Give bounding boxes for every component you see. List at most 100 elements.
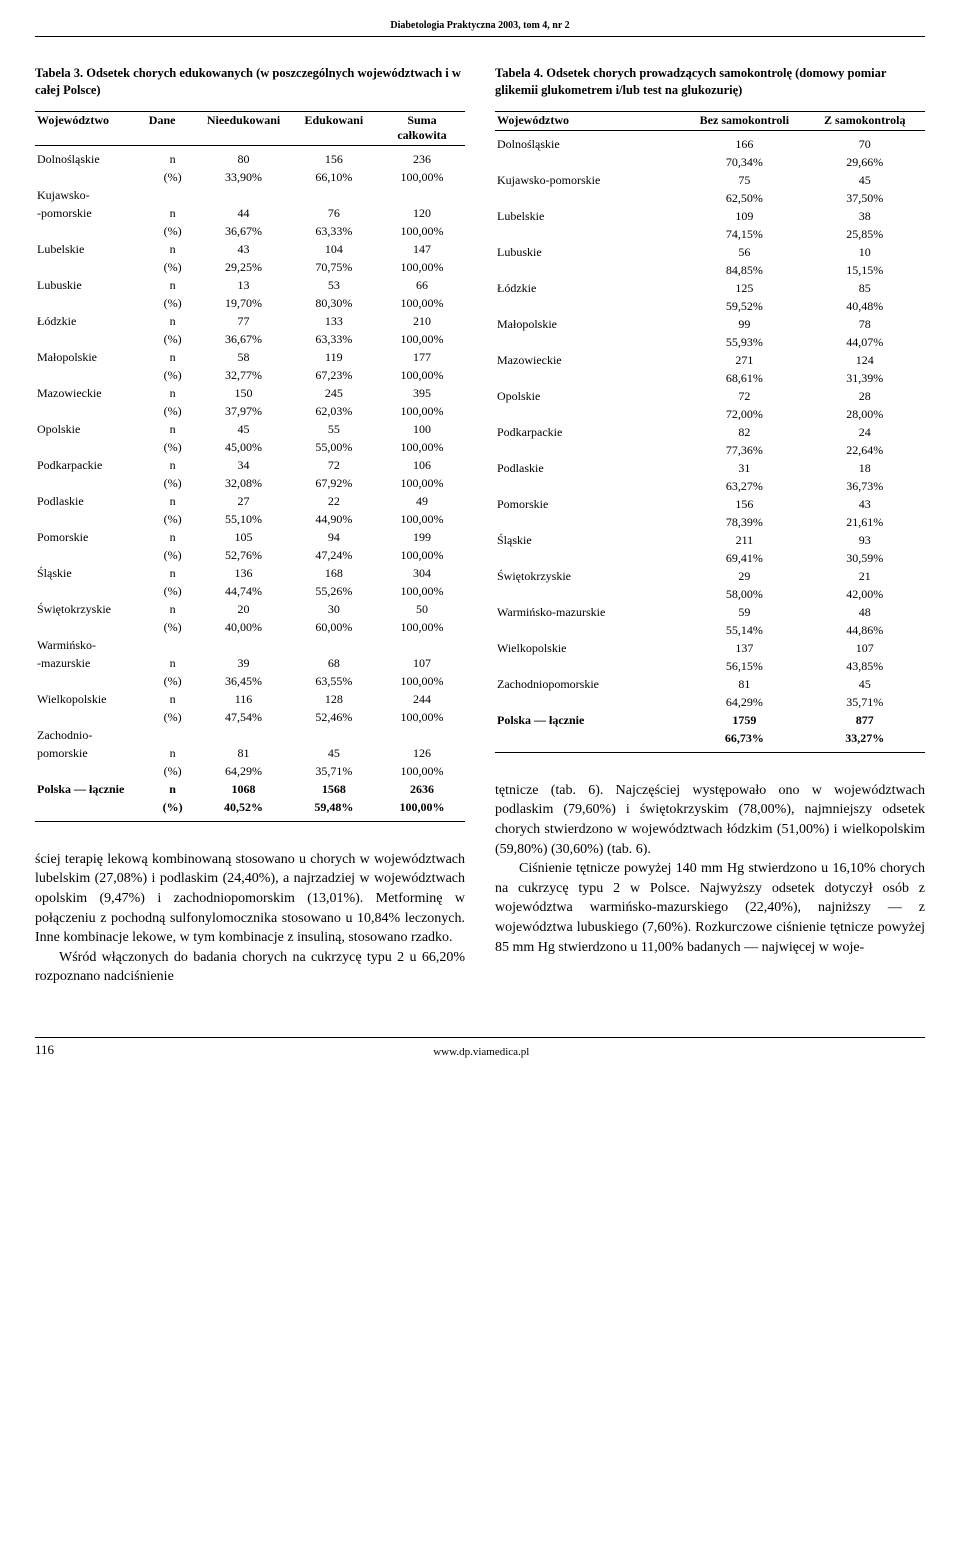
table-row: (%) 36,45% 63,55% 100,00% <box>35 672 465 690</box>
t4-a: 59 <box>684 603 804 621</box>
t3-p2: 100,00% <box>379 258 465 276</box>
table3-caption: Tabela 3. Odsetek chorych edukowanych (w… <box>35 65 465 99</box>
t3-n2: 107 <box>379 654 465 672</box>
t3-dane: (%) <box>147 258 199 276</box>
t3-label: Świętokrzyskie <box>35 600 147 618</box>
table-row: Podlaskie 31 18 <box>495 459 925 477</box>
t3-dane: n <box>147 384 199 402</box>
t3-n0: 20 <box>198 600 288 618</box>
t3-n2: 49 <box>379 492 465 510</box>
t3-n2: 120 <box>379 204 465 222</box>
table4-caption: Tabela 4. Odsetek chorych prowadzących s… <box>495 65 925 99</box>
table-row: Podkarpackie 82 24 <box>495 423 925 441</box>
table-row: 63,27% 36,73% <box>495 477 925 495</box>
t3-p1: 44,90% <box>289 510 379 528</box>
t4-pb: 31,39% <box>805 369 925 387</box>
t3-dane: (%) <box>147 294 199 312</box>
table-row: (%) 37,97% 62,03% 100,00% <box>35 402 465 420</box>
t4-pb: 29,66% <box>805 153 925 171</box>
table-row: -pomorskie n 44 76 120 <box>35 204 465 222</box>
t4-pb: 35,71% <box>805 693 925 711</box>
t3-dane: n <box>147 528 199 546</box>
t3-dane: (%) <box>147 798 199 821</box>
t3-h2: Dane <box>147 111 199 145</box>
t3-p2: 100,00% <box>379 798 465 821</box>
table-row: Lubelskie n 43 104 147 <box>35 240 465 258</box>
t3-p1: 63,33% <box>289 330 379 348</box>
table4: Województwo Bez samokontroli Z samokontr… <box>495 111 925 753</box>
t3-n0: 45 <box>198 420 288 438</box>
table-row: Podlaskie n 27 22 49 <box>35 492 465 510</box>
t3-n2: 66 <box>379 276 465 294</box>
right-body-text: tętnicze (tab. 6). Najczęściej występowa… <box>495 781 925 957</box>
t3-p2: 100,00% <box>379 222 465 240</box>
right-column: Tabela 4. Odsetek chorych prowadzących s… <box>495 65 925 987</box>
table-row-total: (%) 40,52% 59,48% 100,00% <box>35 798 465 821</box>
table-row: Kujawsko- <box>35 186 465 204</box>
t3-p1: 63,33% <box>289 222 379 240</box>
t4-b: 93 <box>805 531 925 549</box>
t3-p0: 40,00% <box>198 618 288 636</box>
left-p2: Wśród włączonych do badania chorych na c… <box>35 948 465 987</box>
t4-pa: 66,73% <box>684 729 804 752</box>
t3-p1: 62,03% <box>289 402 379 420</box>
t3-n0: 1068 <box>198 780 288 798</box>
t3-dane: (%) <box>147 330 199 348</box>
t4-pb: 30,59% <box>805 549 925 567</box>
t3-dane: (%) <box>147 618 199 636</box>
table-row: (%) 32,77% 67,23% 100,00% <box>35 366 465 384</box>
t3-n0: 34 <box>198 456 288 474</box>
table-row: (%) 29,25% 70,75% 100,00% <box>35 258 465 276</box>
t3-p2: 100,00% <box>379 510 465 528</box>
t4-pa: 77,36% <box>684 441 804 459</box>
t3-n2: 100 <box>379 420 465 438</box>
t4-a: 82 <box>684 423 804 441</box>
t4-label: Łódzkie <box>495 279 684 297</box>
table-row: (%) 44,74% 55,26% 100,00% <box>35 582 465 600</box>
t4-pa: 55,14% <box>684 621 804 639</box>
t3-n1: 94 <box>289 528 379 546</box>
t4-a: 72 <box>684 387 804 405</box>
t4-a: 99 <box>684 315 804 333</box>
t3-label: Lubuskie <box>35 276 147 294</box>
t4-label: Opolskie <box>495 387 684 405</box>
t3-dane: n <box>147 690 199 708</box>
t3-dane: n <box>147 600 199 618</box>
t3-p2: 100,00% <box>379 168 465 186</box>
table-row: 59,52% 40,48% <box>495 297 925 315</box>
table-row: (%) 55,10% 44,90% 100,00% <box>35 510 465 528</box>
t3-dane: (%) <box>147 366 199 384</box>
table-row: Podkarpackie n 34 72 106 <box>35 456 465 474</box>
t3-label: Dolnośląskie <box>35 145 147 168</box>
t4-b: 124 <box>805 351 925 369</box>
t3-n1: 119 <box>289 348 379 366</box>
t3-n1: 168 <box>289 564 379 582</box>
t3-dane: n <box>147 780 199 798</box>
table-row: 74,15% 25,85% <box>495 225 925 243</box>
t3-p0: 33,90% <box>198 168 288 186</box>
t3-label: pomorskie <box>35 744 147 762</box>
t4-pa: 62,50% <box>684 189 804 207</box>
t4-pb: 36,73% <box>805 477 925 495</box>
t4-b: 21 <box>805 567 925 585</box>
t4-pa: 69,41% <box>684 549 804 567</box>
t4-b: 45 <box>805 171 925 189</box>
t4-pb: 22,64% <box>805 441 925 459</box>
t3-p1: 35,71% <box>289 762 379 780</box>
t3-p1: 80,30% <box>289 294 379 312</box>
t4-label: Warmińsko-mazurskie <box>495 603 684 621</box>
table-row: 69,41% 30,59% <box>495 549 925 567</box>
t3-dane: n <box>147 276 199 294</box>
t4-a: 29 <box>684 567 804 585</box>
table-row: Łódzkie 125 85 <box>495 279 925 297</box>
table-row: 64,29% 35,71% <box>495 693 925 711</box>
table-row: Lubuskie 56 10 <box>495 243 925 261</box>
t4-pb: 44,86% <box>805 621 925 639</box>
t3-p0: 64,29% <box>198 762 288 780</box>
table-row: Lubuskie n 13 53 66 <box>35 276 465 294</box>
t3-n2: 177 <box>379 348 465 366</box>
t4-a: 56 <box>684 243 804 261</box>
t3-p0: 19,70% <box>198 294 288 312</box>
t3-p0: 32,77% <box>198 366 288 384</box>
table-row: (%) 52,76% 47,24% 100,00% <box>35 546 465 564</box>
